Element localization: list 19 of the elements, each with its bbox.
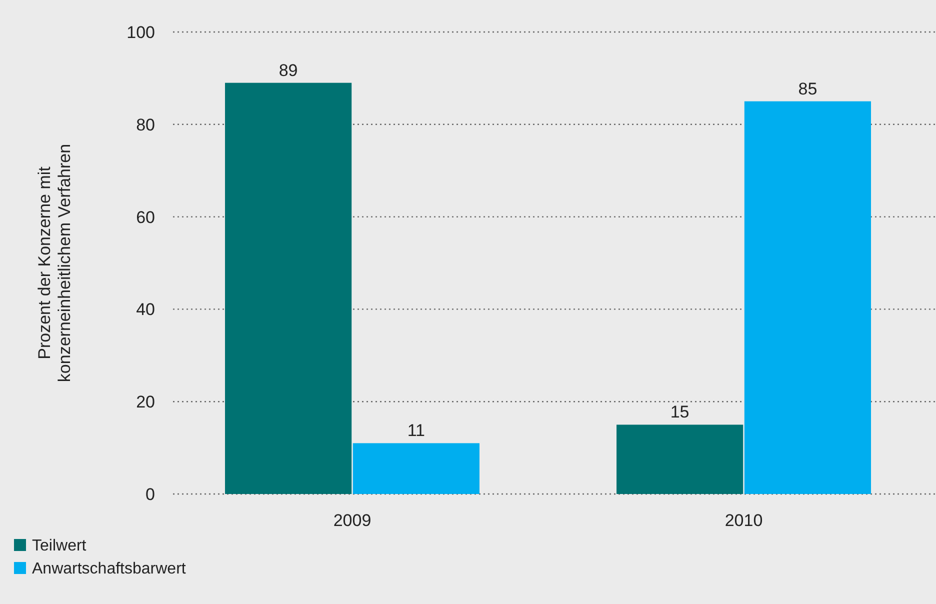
y-tick-label: 100	[126, 22, 155, 42]
legend-label: Teilwert	[32, 538, 87, 555]
data-label: 15	[670, 402, 690, 422]
bar	[744, 101, 871, 494]
y-tick-label: 0	[146, 484, 155, 504]
y-tick-label: 80	[136, 115, 155, 134]
x-tick-label: 2010	[724, 511, 763, 530]
data-label: 89	[278, 60, 298, 80]
y-tick-label: 60	[136, 208, 155, 227]
y-axis-title: Prozent der Konzerne mit konzerneinheitlichem Verfahren	[34, 144, 74, 382]
data-label: 85	[798, 79, 818, 98]
x-tick-label: 2009	[333, 511, 372, 530]
bar	[352, 443, 480, 494]
bar	[225, 82, 352, 494]
bar	[616, 424, 744, 494]
y-tick-label: 40	[136, 300, 155, 320]
data-label: 11	[407, 421, 426, 440]
legend-label: Anwartschaftsbarwert	[32, 560, 186, 578]
y-tick-label: 20	[136, 392, 155, 412]
